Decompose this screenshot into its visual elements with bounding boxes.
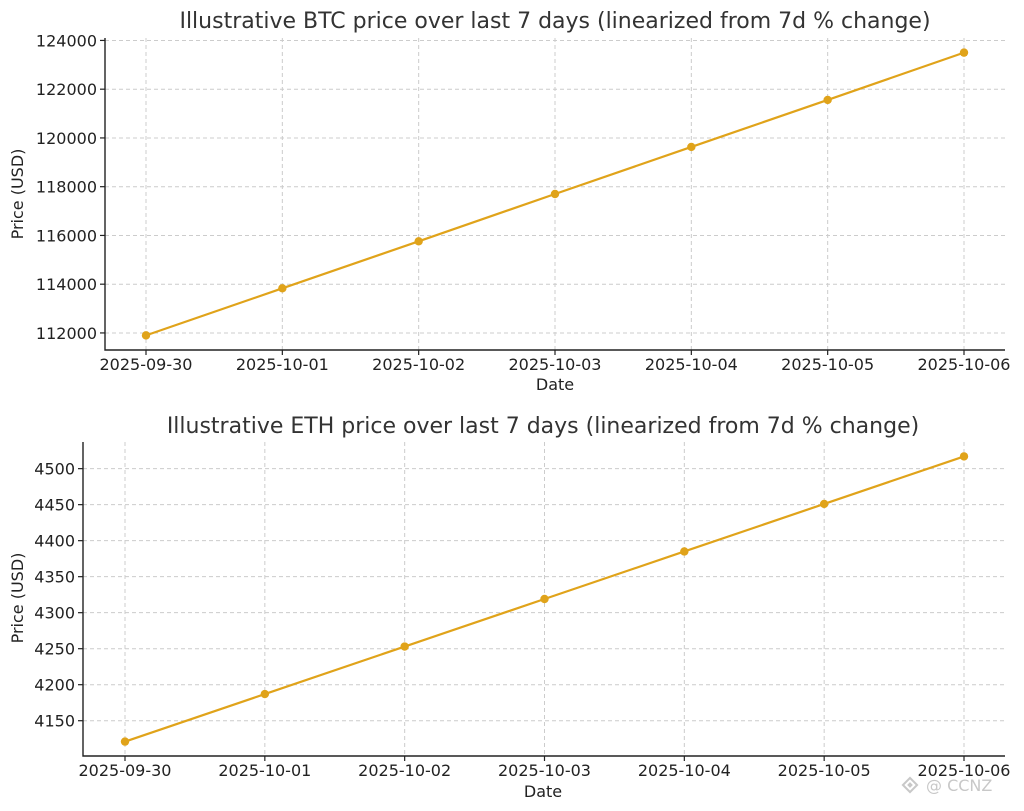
x-axis-label: Date	[536, 375, 574, 394]
y-tick-label: 4500	[34, 460, 75, 479]
y-tick-label: 4450	[34, 496, 75, 515]
marks	[120, 452, 969, 746]
data-point	[540, 594, 549, 604]
axis-spine	[82, 442, 1005, 757]
ticks: 2025-09-30 2025-10-01 2025-10-02 2025-10-03…	[34, 442, 1010, 780]
data-point	[823, 95, 832, 105]
x-tick-label: 2025-10-06	[918, 761, 1011, 780]
x-tick-label: 2025-10-05	[781, 355, 874, 374]
y-tick-label: 4350	[34, 568, 75, 587]
y-tick-label: 112000	[36, 324, 97, 343]
y-tick-label: 116000	[36, 226, 97, 245]
watermark: @ CCNZ	[901, 776, 992, 795]
y-tick-label: 4400	[34, 532, 75, 551]
x-tick-label: 2025-10-06	[918, 355, 1011, 374]
y-tick-label: 124000	[36, 31, 97, 50]
ticks: 2025-09-30 2025-10-01 2025-10-02 2025-10-03…	[36, 31, 1011, 374]
y-tick-label: 4300	[34, 604, 75, 623]
x-tick-label: 2025-09-30	[79, 761, 172, 780]
gridlines	[105, 38, 1005, 350]
y-axis-label: Price (USD)	[8, 149, 27, 240]
x-tick-label: 2025-10-03	[498, 761, 591, 780]
y-tick-label: 118000	[36, 178, 97, 197]
data-point	[550, 189, 560, 199]
x-tick-label: 2025-09-30	[100, 355, 193, 374]
data-point	[278, 284, 287, 293]
chart-title: Illustrative ETH price over last 7 days …	[167, 414, 919, 439]
y-tick-label: 114000	[36, 275, 97, 294]
chart-title: Illustrative BTC price over last 7 days …	[179, 9, 930, 34]
x-tick-label: 2025-10-05	[778, 761, 871, 780]
data-point	[414, 237, 423, 246]
x-tick-label: 2025-10-01	[218, 761, 311, 780]
y-axis-label: Price (USD)	[8, 553, 27, 644]
x-tick-label: 2025-10-04	[645, 355, 738, 374]
data-point	[400, 642, 409, 651]
binance-logo-icon	[901, 776, 919, 794]
btc-price-chart: Illustrative BTC price over last 7 days …	[8, 9, 1010, 394]
x-tick-label: 2025-10-02	[358, 761, 451, 780]
x-tick-label: 2025-10-02	[372, 355, 465, 374]
data-point	[687, 142, 696, 152]
data-point	[260, 689, 270, 699]
data-point	[959, 452, 969, 461]
y-tick-label: 4150	[34, 712, 75, 731]
eth-price-chart: Illustrative ETH price over last 7 days …	[8, 414, 1010, 801]
y-tick-label: 4250	[34, 640, 75, 659]
data-point	[120, 737, 130, 746]
axis-spine	[104, 38, 1005, 351]
x-tick-label: 2025-10-01	[236, 355, 329, 374]
x-tick-label: 2025-10-04	[638, 761, 731, 780]
marks	[141, 48, 969, 340]
data-point	[141, 331, 151, 340]
x-tick-label: 2025-10-03	[509, 355, 602, 374]
y-tick-label: 4200	[34, 676, 75, 695]
data-point	[680, 547, 689, 556]
y-tick-label: 120000	[36, 129, 97, 148]
y-tick-label: 122000	[36, 80, 97, 99]
data-point	[959, 48, 969, 57]
data-point	[819, 499, 829, 509]
watermark-text: @ CCNZ	[926, 776, 992, 795]
x-axis-label: Date	[524, 782, 562, 801]
